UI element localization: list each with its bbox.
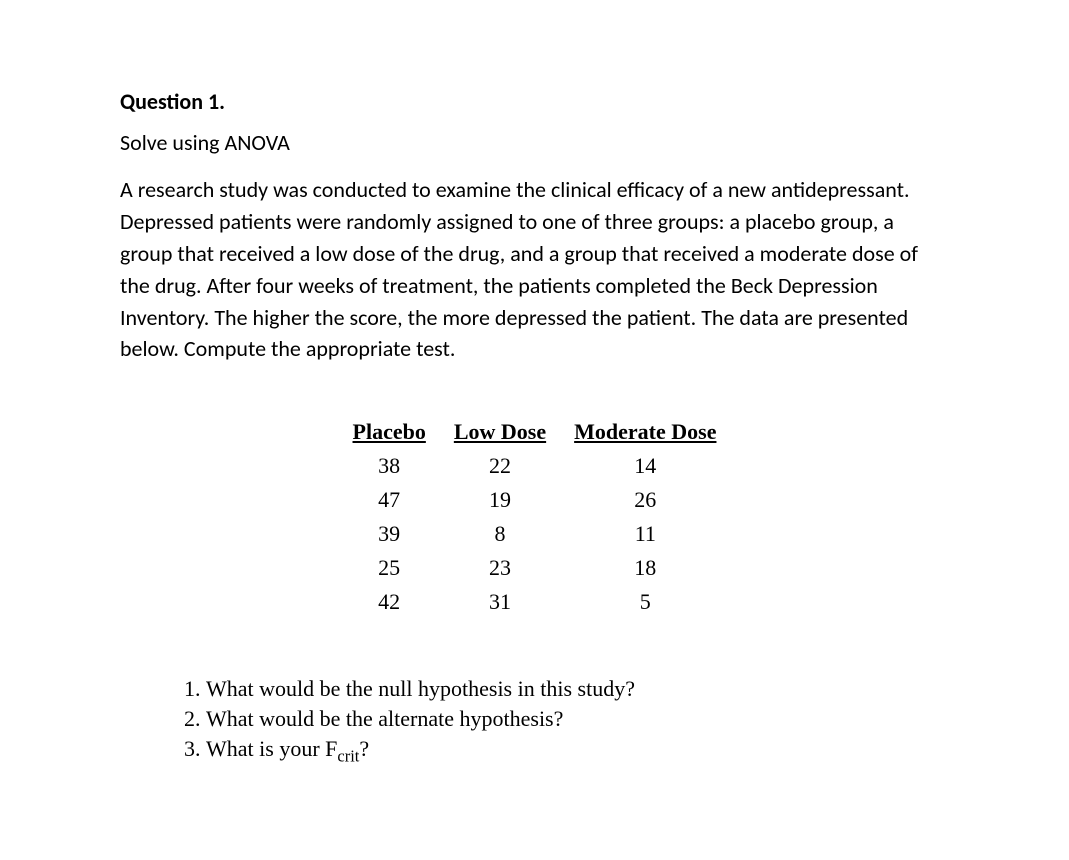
subq3-prefix: What is your F xyxy=(206,736,337,761)
cell: 25 xyxy=(339,551,440,585)
data-table-wrap: Placebo Low Dose Moderate Dose 38 22 14 … xyxy=(120,415,949,619)
cell: 18 xyxy=(560,551,730,585)
cell: 14 xyxy=(560,449,730,483)
table-header-row: Placebo Low Dose Moderate Dose xyxy=(339,415,731,449)
subq3-subscript: crit xyxy=(337,746,359,765)
cell: 42 xyxy=(339,585,440,619)
table-row: 38 22 14 xyxy=(339,449,731,483)
table-row: 42 31 5 xyxy=(339,585,731,619)
subquestion-3: What is your Fcrit? xyxy=(206,734,949,768)
col-header-moderatedose: Moderate Dose xyxy=(560,415,730,449)
cell: 11 xyxy=(560,517,730,551)
subquestion-1: What would be the null hypothesis in thi… xyxy=(206,674,949,704)
cell: 22 xyxy=(440,449,560,483)
cell: 31 xyxy=(440,585,560,619)
subquestion-list: What would be the null hypothesis in thi… xyxy=(120,674,949,767)
cell: 19 xyxy=(440,483,560,517)
cell: 38 xyxy=(339,449,440,483)
subquestion-2: What would be the alternate hypothesis? xyxy=(206,704,949,734)
table-row: 47 19 26 xyxy=(339,483,731,517)
cell: 26 xyxy=(560,483,730,517)
col-header-lowdose: Low Dose xyxy=(440,415,560,449)
cell: 8 xyxy=(440,517,560,551)
table-row: 39 8 11 xyxy=(339,517,731,551)
question-heading: Question 1. xyxy=(120,88,949,115)
cell: 23 xyxy=(440,551,560,585)
data-table: Placebo Low Dose Moderate Dose 38 22 14 … xyxy=(339,415,731,619)
instruction-line: Solve using ANOVA xyxy=(120,129,949,156)
table-row: 25 23 18 xyxy=(339,551,731,585)
cell: 47 xyxy=(339,483,440,517)
document-page: Question 1. Solve using ANOVA A research… xyxy=(0,0,1069,767)
cell: 39 xyxy=(339,517,440,551)
cell: 5 xyxy=(560,585,730,619)
col-header-placebo: Placebo xyxy=(339,415,440,449)
subq3-suffix: ? xyxy=(359,736,369,761)
question-paragraph: A research study was conducted to examin… xyxy=(120,174,949,365)
